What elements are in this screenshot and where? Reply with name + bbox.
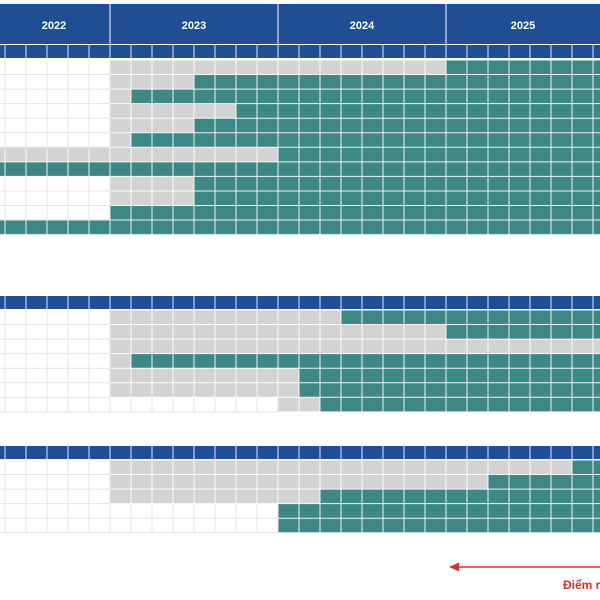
bar-active	[446, 324, 600, 340]
bar-active	[194, 74, 600, 90]
bar-active	[131, 353, 600, 369]
bar-active	[278, 518, 600, 533]
cell-empty	[0, 132, 110, 148]
cell-empty	[0, 190, 110, 206]
bar-active	[194, 118, 600, 133]
bar-active	[446, 60, 600, 75]
cell-empty	[0, 353, 110, 369]
cell-empty	[0, 397, 278, 412]
cell-empty	[0, 89, 110, 104]
bar-active	[341, 310, 600, 325]
year-label: 2024	[350, 20, 375, 32]
bar-planned	[0, 147, 278, 162]
bar-active	[194, 176, 600, 191]
year-header-band	[0, 4, 600, 44]
cell-empty	[0, 310, 110, 325]
cell-empty	[0, 474, 110, 490]
annotation-label: Điểm r	[563, 578, 600, 592]
cell-empty	[0, 368, 110, 383]
cell-empty	[0, 205, 110, 221]
year-label: 2025	[511, 20, 535, 32]
group-subheader	[0, 296, 600, 309]
bar-planned	[110, 132, 131, 148]
bar-active	[299, 368, 600, 383]
bar-planned	[110, 339, 600, 354]
cell-empty	[0, 60, 110, 75]
cell-empty	[0, 460, 110, 475]
bar-active	[194, 190, 600, 206]
bar-active	[131, 89, 600, 104]
cell-empty	[0, 518, 278, 533]
cell-empty	[0, 489, 110, 504]
bar-active	[299, 382, 600, 398]
bar-active	[236, 103, 600, 119]
bar-active	[0, 161, 600, 177]
group-subheader	[0, 446, 600, 459]
cell-empty	[0, 176, 110, 191]
bar-planned	[110, 353, 131, 369]
cell-empty	[0, 118, 110, 133]
cell-empty	[0, 103, 110, 119]
bar-active	[572, 460, 600, 475]
cell-empty	[0, 74, 110, 90]
cell-empty	[0, 339, 110, 354]
bar-planned	[110, 368, 299, 383]
cell-empty	[0, 324, 110, 340]
bar-active	[131, 132, 600, 148]
bar-planned	[110, 382, 299, 398]
bar-active	[488, 474, 600, 490]
bar-active	[110, 205, 600, 221]
bar-active	[278, 503, 600, 519]
bar-planned	[110, 89, 131, 104]
cell-empty	[0, 382, 110, 398]
bar-active	[278, 147, 600, 162]
annotation-arrow-head	[449, 562, 459, 572]
bar-active	[0, 220, 600, 235]
bar-planned	[110, 310, 341, 325]
group-subheader	[0, 45, 600, 58]
year-label: 2023	[182, 20, 206, 32]
cell-empty	[0, 503, 278, 519]
year-label: 2022	[42, 20, 66, 32]
